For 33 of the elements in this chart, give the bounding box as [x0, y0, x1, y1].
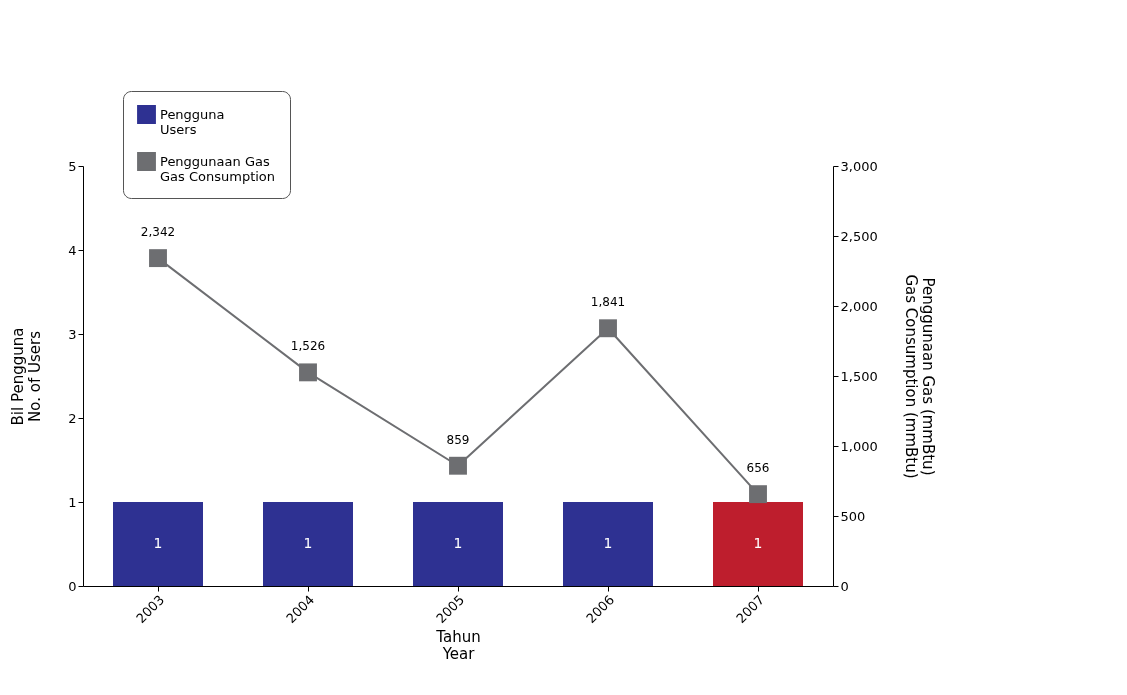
- data-label: 1: [753, 535, 763, 551]
- y-tick-label: 0: [68, 578, 77, 594]
- point: [149, 249, 167, 268]
- legend-label: Penggunaan Gas Gas Consumption: [160, 153, 276, 184]
- data-label: 1: [603, 535, 613, 551]
- point: [299, 363, 317, 382]
- data-label: 1,526: [290, 339, 326, 354]
- y-tick-label: 3: [68, 326, 77, 342]
- point: [449, 456, 467, 475]
- y-tick-label: 1: [68, 494, 77, 510]
- y2-axis-title: Penggunaan Gas (mmBtu) Gas Consumption (mmBtu): [901, 274, 937, 479]
- data-label: 859: [446, 432, 470, 447]
- y-tick-label: 5: [68, 158, 77, 174]
- point: [749, 485, 767, 504]
- data-label: 1: [303, 535, 313, 551]
- y-tick-label: 4: [68, 242, 77, 258]
- data-label: 1: [453, 535, 463, 551]
- x-axis-title: Tahun Year: [435, 628, 481, 664]
- y2-tick-label: 2,500: [840, 228, 878, 244]
- data-label: 656: [746, 461, 770, 476]
- y-tick-label: 2: [68, 410, 77, 426]
- y-axis-title: Bil Pengguna No. of Users: [9, 327, 45, 426]
- y2-tick-label: 1,000: [840, 438, 878, 454]
- data-label: 1: [153, 535, 163, 551]
- y2-tick-label: 0: [840, 578, 849, 594]
- y2-tick-label: 1,500: [840, 368, 878, 384]
- y2-tick-label: 3,000: [840, 158, 878, 174]
- point: [599, 319, 617, 338]
- data-label: 1,841: [590, 295, 626, 310]
- y2-tick-label: 2,000: [840, 298, 878, 314]
- y2-tick-label: 500: [840, 508, 866, 524]
- data-label: 2,342: [140, 225, 176, 240]
- legend-label: Pengguna Users: [160, 106, 225, 137]
